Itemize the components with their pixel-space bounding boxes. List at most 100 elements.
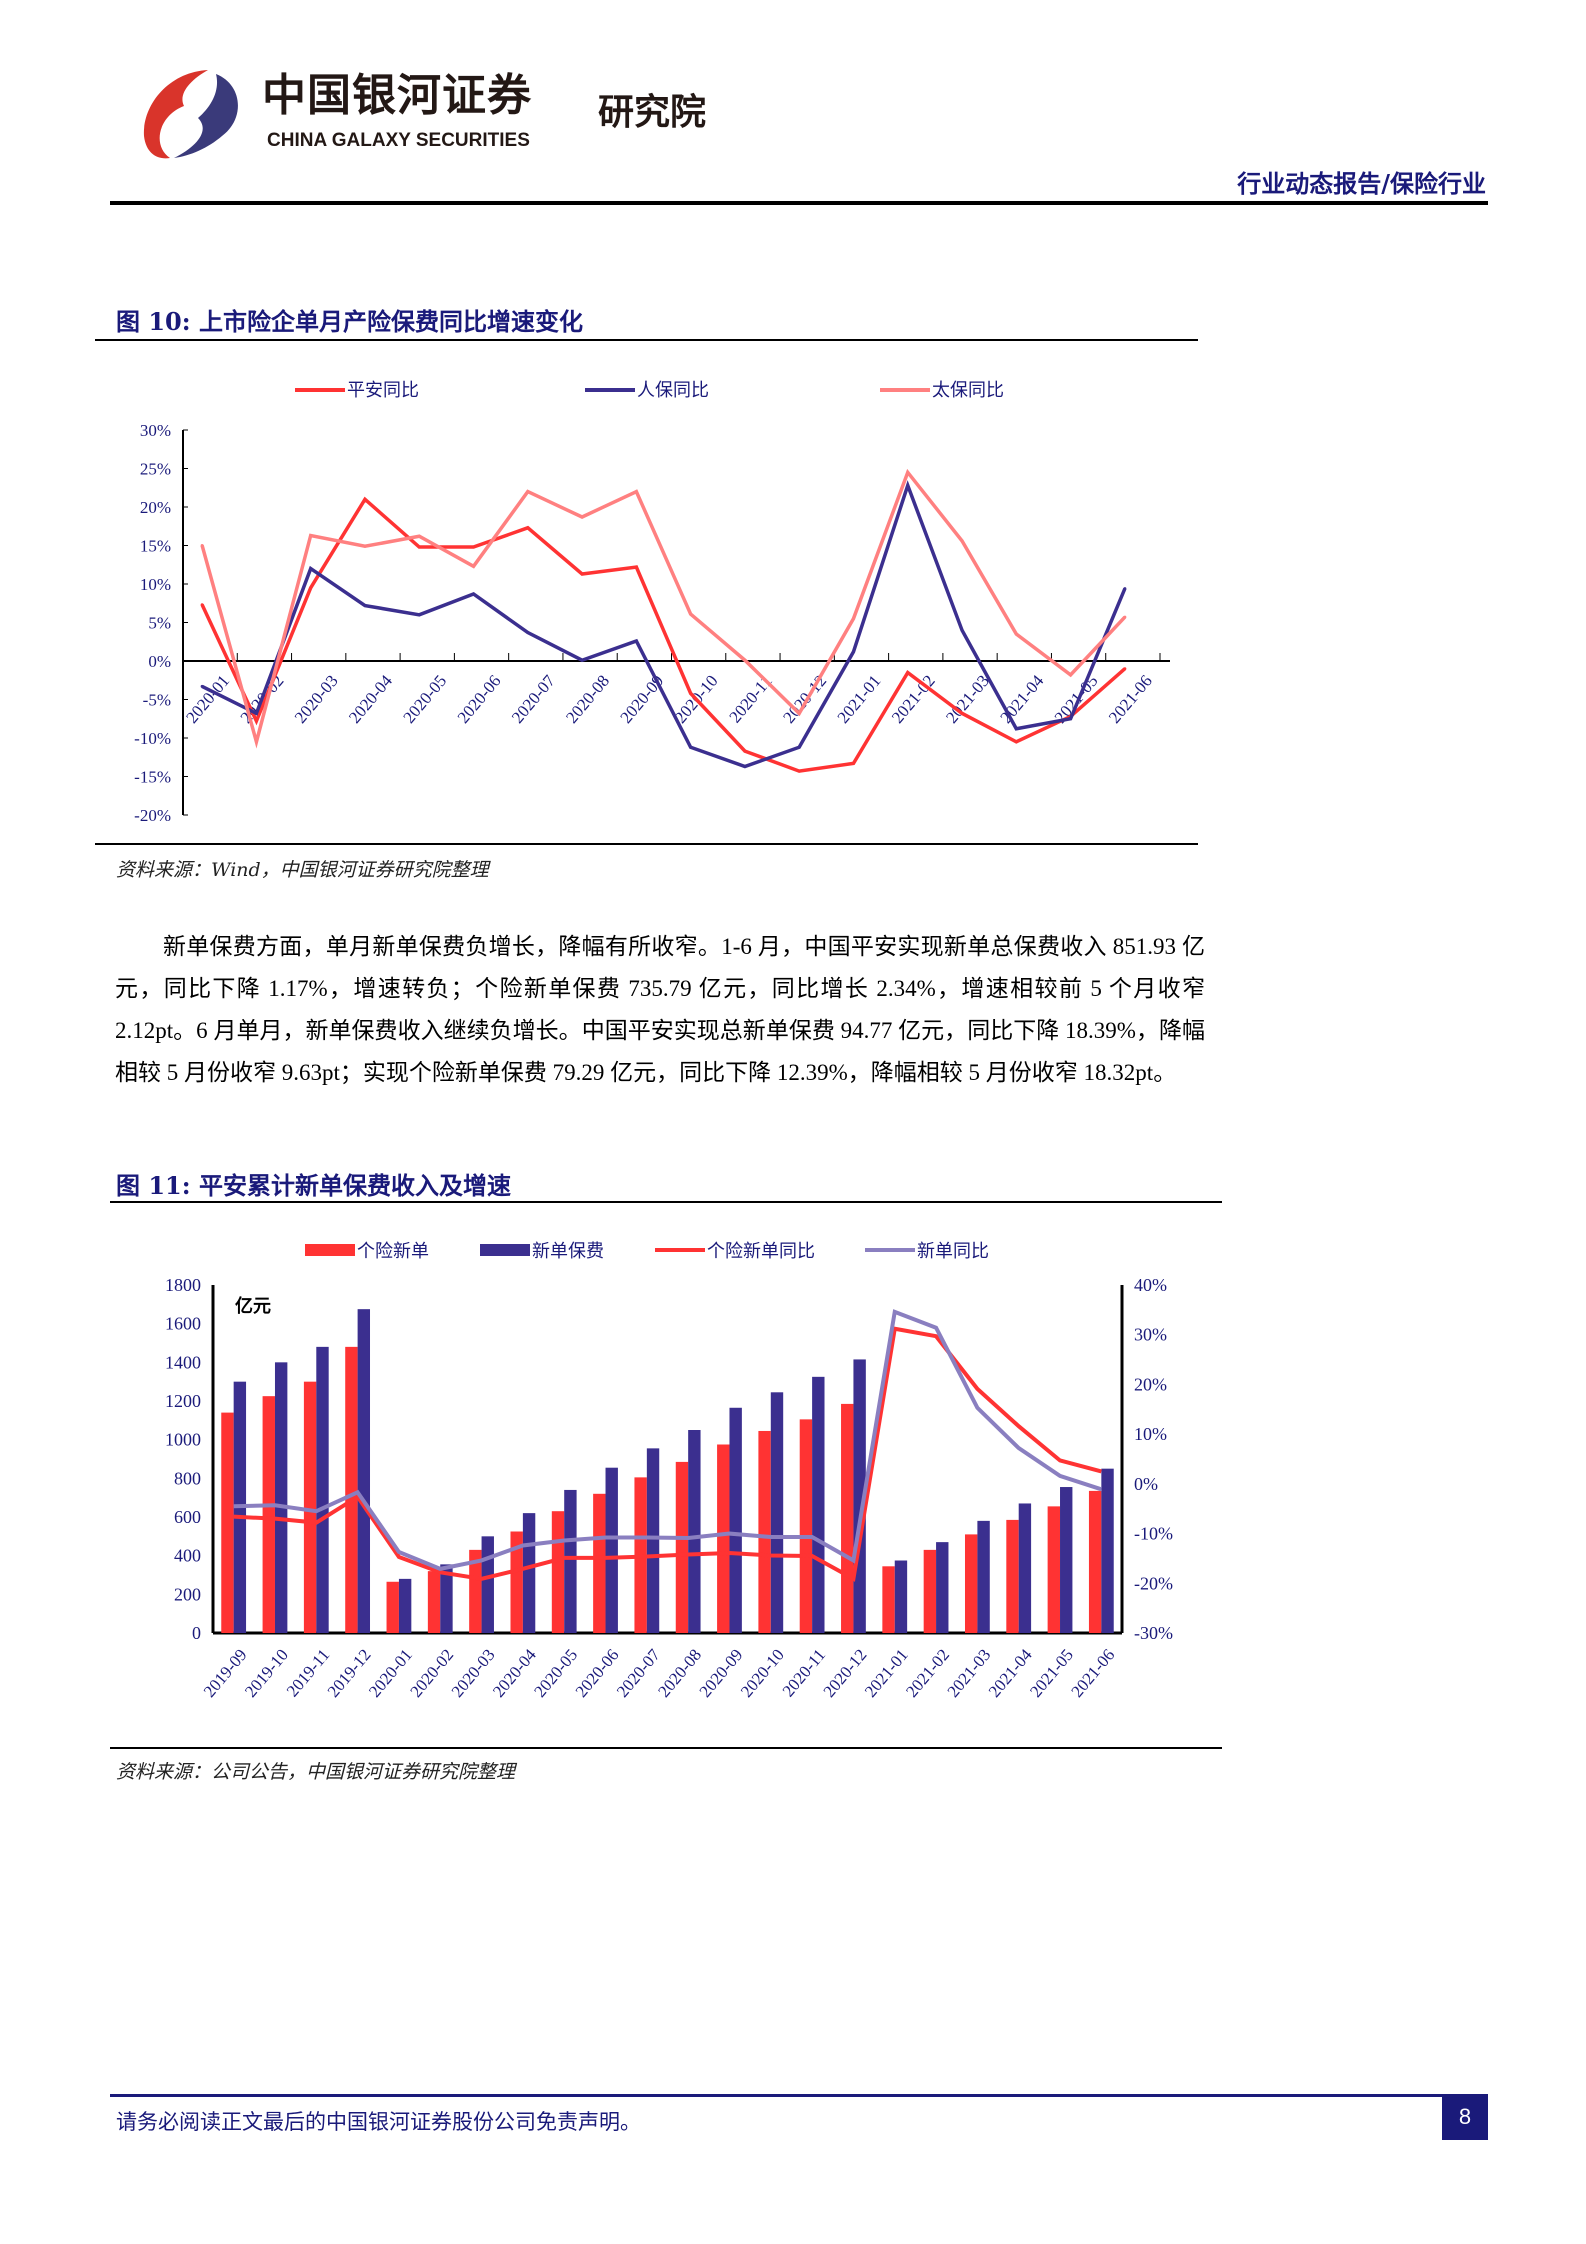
- bar-new-premium: [522, 1513, 536, 1633]
- unit-label: 亿元: [235, 1295, 271, 1316]
- legend-swatch: [305, 1244, 355, 1256]
- y2-tick-label: 30%: [1134, 1325, 1167, 1345]
- figure11-chart: 亿元 1800 1600 1400 1200 1000 800 600 400 200 0 40% 30…: [165, 1241, 1173, 1701]
- figure10-source: 资料来源：Wind，中国银河证券研究院整理: [116, 859, 489, 881]
- bar-new-premium: [605, 1467, 618, 1633]
- data-point: [580, 572, 584, 576]
- data-point: [1014, 727, 1018, 731]
- series-line-3: [200, 468, 1127, 749]
- data-point: [851, 650, 855, 654]
- legend-label: 新单同比: [917, 1241, 989, 1261]
- bar-new-premium: [1060, 1487, 1073, 1633]
- galaxy-logo-icon: [143, 70, 238, 159]
- data-point: [743, 749, 747, 753]
- data-point: [1014, 632, 1018, 636]
- legend-label: 个险新单: [357, 1241, 429, 1261]
- legend-label: 人保同比: [637, 380, 709, 400]
- bar-new-premium: [812, 1376, 825, 1633]
- figure10-title: 图 10: 上市险企单月产险保费同比增速变化: [116, 307, 583, 336]
- data-point: [417, 545, 421, 549]
- data-point: [363, 497, 367, 501]
- y-tick-label: 1800: [165, 1275, 201, 1295]
- x-tick-label: 2020-02: [406, 1645, 457, 1701]
- data-point: [526, 490, 530, 494]
- data-point: [254, 740, 258, 744]
- bar-individual: [1006, 1519, 1019, 1633]
- y-tick-label: 25%: [140, 460, 171, 479]
- logo-en-text: CHINA GALAXY SECURITIES: [267, 130, 530, 151]
- bar-individual: [262, 1396, 275, 1633]
- y2-tick-label: -30%: [1134, 1623, 1173, 1643]
- bar-individual: [469, 1549, 482, 1633]
- x-tick-label: 2021-01: [834, 671, 885, 727]
- bar-individual: [1047, 1506, 1061, 1633]
- data-point: [526, 526, 530, 530]
- x-tick-label: 2020-09: [616, 671, 667, 727]
- y-tick-label: 1400: [165, 1352, 201, 1372]
- yoy-line-2: [233, 1309, 1102, 1571]
- x-tick-label: 2020-05: [399, 671, 450, 727]
- bar-new-premium: [316, 1346, 329, 1633]
- data-point: [851, 761, 855, 765]
- y-tick-label: 5%: [148, 614, 171, 633]
- data-point: [797, 711, 801, 715]
- legend-label: 太保同比: [932, 380, 1004, 400]
- bar-individual: [510, 1531, 523, 1633]
- data-point: [472, 592, 476, 596]
- bar-individual: [1088, 1490, 1102, 1633]
- bar-new-premium: [357, 1309, 371, 1633]
- data-point: [960, 539, 964, 543]
- bar-new-premium: [688, 1430, 701, 1633]
- x-tick-label: 2020-04: [489, 1645, 540, 1701]
- bar-individual: [758, 1430, 771, 1633]
- y2-tick-label: 0%: [1134, 1474, 1158, 1494]
- y-tick-label: 10%: [140, 575, 171, 594]
- y2-tick-label: -20%: [1134, 1573, 1173, 1593]
- y-tick-label: 15%: [140, 537, 171, 556]
- data-point: [960, 711, 964, 715]
- bar-individual: [427, 1571, 441, 1633]
- figure10-top-rule: [95, 339, 1198, 341]
- bar-individual: [221, 1412, 234, 1633]
- data-point: [309, 586, 313, 590]
- bar-new-premium: [1101, 1468, 1114, 1633]
- bar-individual: [717, 1444, 730, 1633]
- legend-label: 平安同比: [347, 380, 419, 400]
- bar-individual: [386, 1581, 399, 1633]
- bar-new-premium: [1018, 1503, 1032, 1633]
- data-point: [1123, 587, 1127, 591]
- page-number: 8: [1442, 2097, 1488, 2140]
- data-point: [634, 639, 638, 643]
- data-point: [1069, 717, 1073, 721]
- bar-new-premium: [729, 1407, 742, 1633]
- x-tick-label: 2021-03: [943, 1645, 994, 1701]
- figure11-top-rule: [110, 1201, 1222, 1203]
- y-tick-label: 200: [174, 1584, 201, 1604]
- x-tick-label: 2021-04: [996, 671, 1047, 727]
- x-tick-label: 2020-03: [291, 671, 342, 727]
- bar-new-premium: [894, 1560, 908, 1633]
- y-tick-label: -20%: [134, 806, 171, 825]
- y2-tick-label: 40%: [1134, 1275, 1167, 1295]
- header-rule: [110, 201, 1488, 205]
- data-point: [906, 671, 910, 675]
- data-point: [906, 470, 910, 474]
- data-point: [417, 613, 421, 617]
- figure11-bottom-rule: [110, 1747, 1222, 1749]
- bar-individual: [593, 1493, 606, 1633]
- bar-individual: [841, 1403, 854, 1633]
- x-tick-label: 2021-03: [942, 671, 993, 727]
- body-text: 新单保费方面，单月新单保费负增长，降幅有所收窄。1-6 月，中国平安实现新单总保…: [115, 934, 1205, 1085]
- legend-label: 个险新单同比: [707, 1241, 815, 1261]
- footer-disclaimer: 请务必阅读正文最后的中国银河证券股份公司免责声明。: [116, 2110, 641, 2134]
- data-point: [689, 745, 693, 749]
- logo-cn-text: 中国银河证券: [262, 70, 532, 121]
- data-point: [1123, 667, 1127, 671]
- y-tick-label: 1200: [165, 1391, 201, 1411]
- y2-tick-label: -10%: [1134, 1524, 1173, 1544]
- x-tick-label: 2020-06: [572, 1645, 623, 1701]
- x-tick-label: 2020-11: [725, 671, 776, 726]
- data-point: [960, 628, 964, 632]
- x-tick-label: 2020-12: [820, 1645, 871, 1701]
